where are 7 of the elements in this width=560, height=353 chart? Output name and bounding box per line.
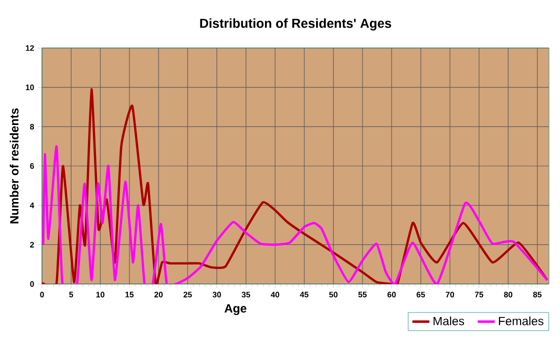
x-axis-title: Age [224, 304, 246, 316]
line-series [42, 88, 548, 284]
legend-label: Males [434, 316, 464, 326]
chart-title: Distribution of Residents' Ages [200, 18, 392, 31]
line-series [42, 145, 548, 284]
legend-label: Females [498, 316, 544, 326]
y-axis-title: Number of residents [10, 108, 19, 224]
